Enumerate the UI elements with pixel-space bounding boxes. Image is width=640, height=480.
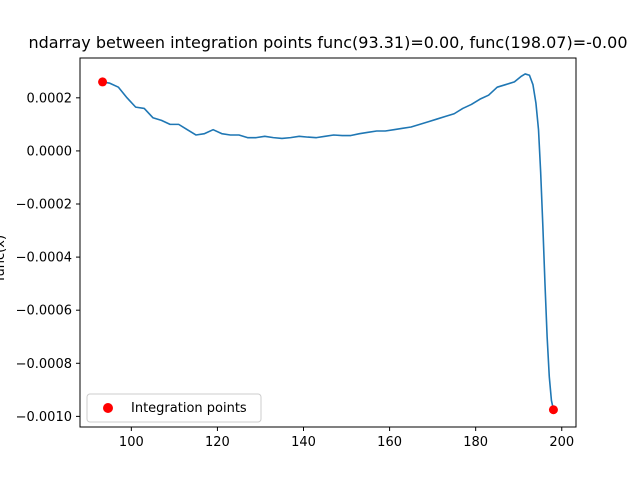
axes-layer: 100 120 140 160 180 200 0.0002 0.0000 −0.0002 −0.… bbox=[16, 57, 577, 450]
y-axis-label: func(x) bbox=[0, 235, 8, 281]
legend: Integration points bbox=[86, 393, 262, 423]
y-tick-label: −0.0006 bbox=[16, 304, 72, 319]
legend-marker bbox=[103, 403, 113, 413]
legend-label: Integration points bbox=[131, 401, 247, 416]
legend-box bbox=[86, 393, 262, 423]
x-tick-label: 120 bbox=[205, 435, 230, 450]
y-tick-label: −0.0002 bbox=[16, 198, 72, 213]
x-tick-label: 140 bbox=[291, 435, 316, 450]
series-line bbox=[102, 73, 555, 410]
y-tick-label: −0.0004 bbox=[16, 251, 72, 266]
integration-point bbox=[98, 77, 108, 87]
x-tick-label: 180 bbox=[463, 435, 488, 450]
chart-title: ndarray between integration points func(… bbox=[29, 33, 628, 52]
integration-point bbox=[548, 405, 558, 415]
axes-frame bbox=[79, 57, 577, 428]
y-tick-label: 0.0000 bbox=[27, 144, 73, 159]
y-tick-label: 0.0002 bbox=[27, 91, 73, 106]
plot-layer bbox=[98, 73, 558, 415]
x-tick-label: 160 bbox=[377, 435, 402, 450]
y-tick-label: −0.0008 bbox=[16, 357, 72, 372]
x-tick-label: 200 bbox=[549, 435, 574, 450]
y-tick-label: −0.0010 bbox=[16, 410, 72, 425]
x-tick-label: 100 bbox=[119, 435, 144, 450]
